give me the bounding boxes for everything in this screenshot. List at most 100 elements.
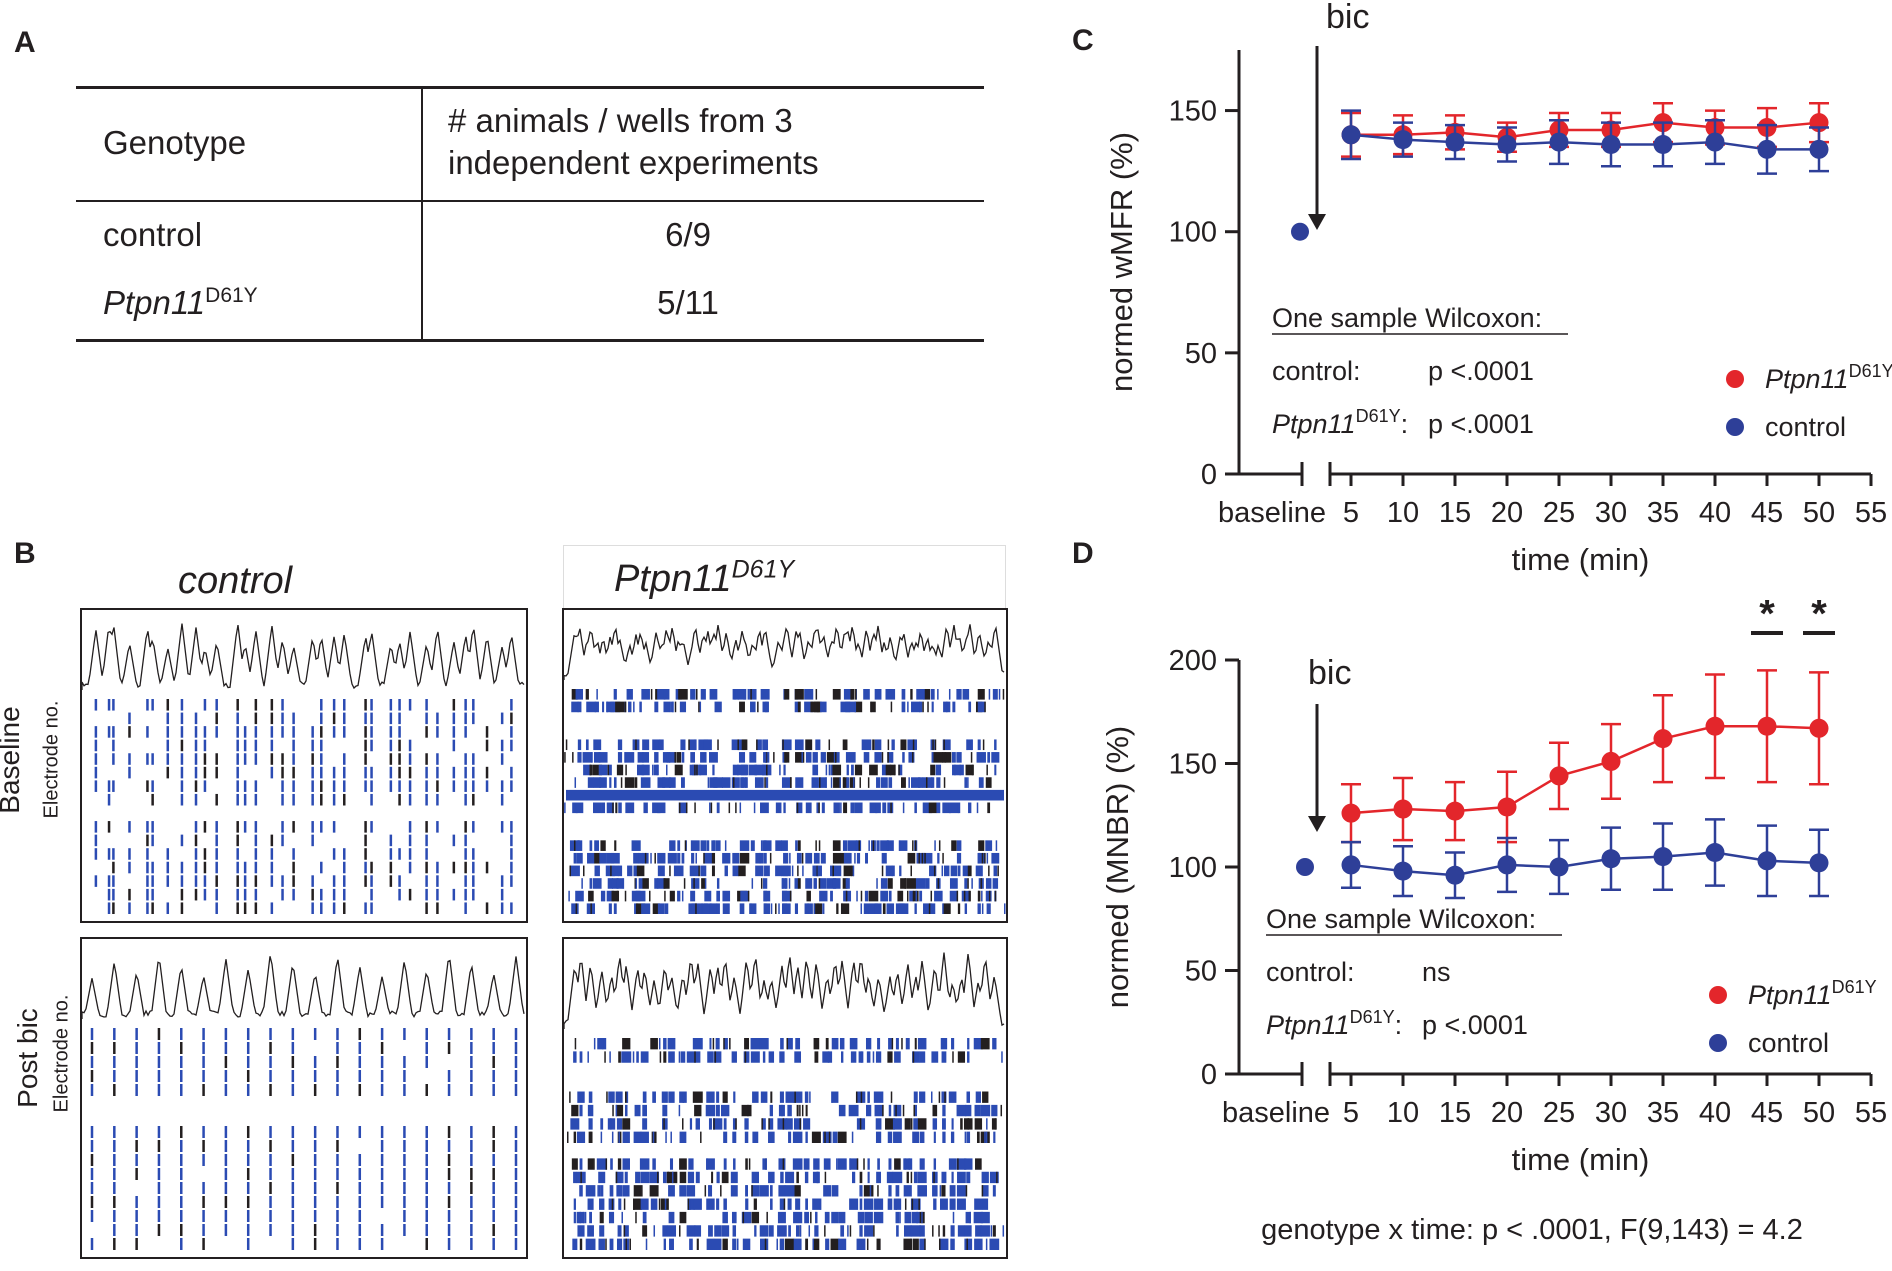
- spike-mark: [788, 1225, 791, 1237]
- table-header-counts: # animals / wells from 3 independent exp…: [448, 102, 819, 181]
- data-point: [1497, 855, 1517, 875]
- spike-mark: [135, 1140, 138, 1152]
- data-point: [1393, 799, 1413, 819]
- spike-mark: [425, 1126, 428, 1138]
- spike-mark: [579, 1211, 581, 1224]
- spike-mark: [470, 1154, 473, 1166]
- spike-mark: [857, 1211, 865, 1224]
- spike-mark: [398, 793, 401, 806]
- spike-mark: [500, 712, 504, 725]
- spike-mark: [752, 1131, 759, 1143]
- spike-mark: [816, 802, 820, 814]
- spike-mark: [380, 1084, 384, 1096]
- series-mutant: [1341, 669, 1829, 844]
- spike-mark: [215, 699, 218, 711]
- spike-mark: [781, 739, 792, 751]
- legend-marker: [1709, 1034, 1727, 1052]
- spike-mark: [292, 875, 295, 887]
- spike-mark: [960, 1118, 963, 1130]
- spike-mark: [680, 777, 685, 788]
- spike-mark: [769, 1185, 773, 1197]
- spike-mark: [821, 802, 825, 814]
- spike-mark: [269, 1126, 272, 1138]
- spike-mark: [617, 1185, 620, 1197]
- spike-mark: [447, 1042, 451, 1054]
- spike-mark: [291, 1168, 295, 1180]
- spike-mark: [600, 1185, 604, 1197]
- spike-mark: [907, 890, 909, 902]
- spike-mark: [194, 848, 198, 860]
- spike-mark: [865, 852, 868, 864]
- spike-mark: [398, 753, 401, 765]
- spike-mark: [748, 764, 758, 776]
- spike-mark: [895, 1185, 900, 1197]
- spike-mark: [470, 1182, 473, 1194]
- spike-mark: [979, 865, 983, 877]
- spike-mark: [107, 848, 111, 860]
- data-point: [1757, 716, 1777, 736]
- spike-mark: [589, 840, 593, 851]
- spike-mark: [180, 1196, 183, 1208]
- spike-mark: [579, 1104, 583, 1117]
- spike-mark: [723, 1158, 727, 1170]
- spike-mark: [470, 1042, 473, 1054]
- spike-mark: [658, 739, 664, 751]
- spike-mark: [113, 1210, 116, 1222]
- spike-mark: [782, 1118, 785, 1130]
- raster-plot: [82, 623, 525, 914]
- spike-mark: [985, 1238, 988, 1250]
- spike-mark: [447, 1126, 451, 1138]
- spike-mark: [745, 1198, 748, 1210]
- spike-mark: [336, 1056, 339, 1068]
- data-point: [1809, 139, 1829, 159]
- spike-mark: [320, 712, 323, 725]
- spike-mark: [872, 739, 875, 751]
- spike-mark: [364, 861, 367, 874]
- spike-mark: [901, 1038, 903, 1050]
- spike-mark: [311, 766, 314, 779]
- spike-mark: [202, 1070, 205, 1082]
- spike-mark: [830, 764, 833, 776]
- spike-mark: [464, 888, 467, 901]
- spike-mark: [380, 1168, 384, 1180]
- spike-mark: [745, 1185, 748, 1197]
- spike-mark: [500, 780, 504, 792]
- spike-mark: [941, 1185, 943, 1197]
- spike-mark: [943, 865, 950, 877]
- spike-mark: [899, 840, 908, 851]
- spike-mark: [616, 764, 624, 776]
- spike-mark: [931, 1171, 938, 1184]
- spike-mark: [389, 739, 393, 752]
- spike-mark: [436, 753, 439, 765]
- spike-mark: [904, 1211, 911, 1224]
- spike-mark: [843, 777, 845, 788]
- spike-mark: [836, 903, 838, 914]
- spike-mark: [985, 840, 993, 851]
- spike-mark: [814, 878, 816, 889]
- spike-mark: [770, 1198, 773, 1210]
- spike-mark: [643, 802, 648, 814]
- spike-mark: [246, 1084, 250, 1096]
- spike-mark: [94, 739, 98, 752]
- spike-mark: [689, 1238, 693, 1250]
- spike-mark: [886, 903, 895, 914]
- spike-mark: [850, 1051, 857, 1063]
- spike-mark: [662, 1171, 667, 1184]
- spike-mark: [370, 821, 373, 833]
- spike-mark: [813, 1158, 820, 1170]
- raster-control-baseline: [80, 608, 528, 923]
- spike-mark: [343, 875, 346, 887]
- spike-mark: [633, 852, 640, 864]
- spike-mark: [849, 752, 856, 763]
- spike-mark: [942, 1185, 946, 1197]
- spike-mark: [760, 1238, 769, 1250]
- spike-mark: [577, 1091, 585, 1103]
- spike-mark: [793, 1211, 803, 1224]
- spike-mark: [713, 1118, 715, 1130]
- spike-mark: [845, 890, 848, 902]
- spike-mark: [932, 1185, 938, 1197]
- spike-mark: [569, 865, 580, 877]
- legend-marker: [1709, 986, 1727, 1004]
- spike-mark: [358, 1196, 362, 1208]
- spike-mark: [969, 1211, 971, 1224]
